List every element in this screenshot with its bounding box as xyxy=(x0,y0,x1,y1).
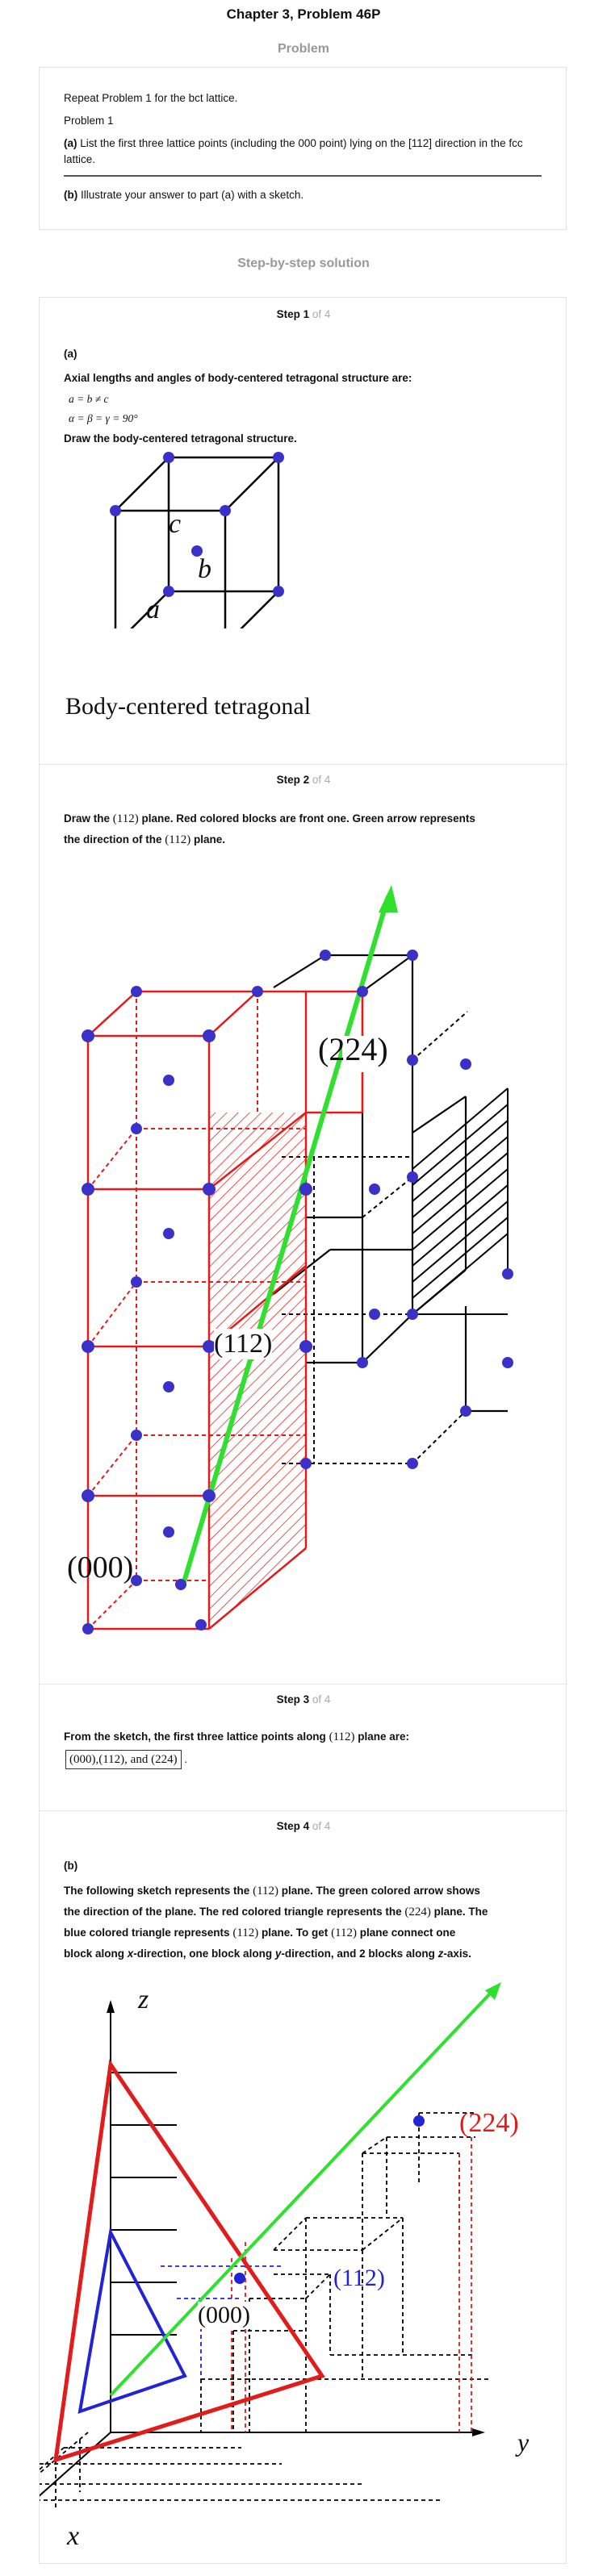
label-000: (000) xyxy=(67,1551,134,1584)
step1-part: (a) xyxy=(64,348,77,360)
page-title: Chapter 3, Problem 46P xyxy=(226,6,381,22)
label-000-origin: (000) xyxy=(198,2302,250,2329)
part-b-tag: (b) xyxy=(64,189,78,201)
step3-answer-row: (000),(112), and (224) . xyxy=(65,1750,187,1769)
step1-eq2: α = β = γ = 90° xyxy=(69,412,138,424)
divider-2 xyxy=(40,1684,567,1685)
s4-l3-plane: (112) xyxy=(232,1927,259,1939)
plane-112-block-figure xyxy=(82,885,513,1635)
step4-line4: block along x-direction, one block along… xyxy=(64,1943,471,1964)
step2-t1a: Draw the xyxy=(64,812,111,825)
label-a: a xyxy=(146,595,160,624)
axis-label-x: x xyxy=(67,2521,80,2551)
part-a-text: List the first three lattice points (inc… xyxy=(64,137,523,165)
s4-l2a: the direction of the plane. The red colo… xyxy=(64,1906,402,1918)
problem-section-label: Problem xyxy=(277,42,329,56)
problem-separator xyxy=(64,175,542,177)
s4-l3c: plane connect one xyxy=(359,1927,456,1939)
step4-line2: the direction of the plane. The red colo… xyxy=(64,1902,488,1923)
step4-of: of 4 xyxy=(312,1820,331,1832)
problem-line2: Problem 1 xyxy=(64,115,114,127)
step1-heading: Step 1 of 4 xyxy=(40,308,567,320)
label-b: b xyxy=(198,554,211,584)
step3-heading: Step 3 of 4 xyxy=(40,1693,567,1706)
label-112: (112) xyxy=(214,1329,273,1359)
problem-card: Repeat Problem 1 for the bct lattice. Pr… xyxy=(39,67,567,230)
divider-3 xyxy=(40,1810,567,1811)
step2-heading: Step 2 of 4 xyxy=(40,774,567,786)
step3-text: From the sketch, the first three lattice… xyxy=(64,1729,409,1745)
step2-t2b: plane. xyxy=(193,833,225,845)
label-224: (224) xyxy=(318,1031,388,1067)
step4-part: (b) xyxy=(64,1860,78,1872)
step3-answer: (000),(112), and (224) xyxy=(65,1750,182,1769)
label-224-red: (224) xyxy=(459,2108,519,2138)
step2-t1-plane: (112) xyxy=(112,812,139,825)
bct-unit-cell-figure xyxy=(110,452,284,628)
step1-of: of 4 xyxy=(312,308,331,320)
step1-axial-text: Axial lengths and angles of body-centere… xyxy=(64,372,412,384)
s4-l3b: plane. To get xyxy=(262,1927,329,1939)
step3-plane: (112) xyxy=(329,1731,355,1743)
s4-l2b: plane. The xyxy=(433,1906,488,1918)
label-c: c xyxy=(169,509,182,539)
s4-l4y: y xyxy=(274,1948,282,1960)
s4-l4z: z xyxy=(437,1948,444,1960)
step3-of: of 4 xyxy=(312,1693,331,1706)
step2-of: of 4 xyxy=(312,774,331,786)
divider-1 xyxy=(40,764,567,765)
part-b-text: Illustrate your answer to part (a) with … xyxy=(81,189,304,201)
label-112-blue: (112) xyxy=(333,2265,385,2291)
s4-l3a: blue colored triangle represents xyxy=(64,1927,230,1939)
bct-caption: Body-centered tetragonal xyxy=(65,693,312,720)
step2-title: Step 2 xyxy=(276,774,310,786)
step2-t2a: the direction of the xyxy=(64,833,162,845)
step2-t2-plane: (112) xyxy=(165,833,191,846)
solution-section-label: Step-by-step solution xyxy=(237,257,370,270)
step2-text-line2: the direction of the (112) plane. xyxy=(64,832,225,848)
step4-line1: The following sketch represents the (112… xyxy=(64,1881,480,1902)
s4-l1-plane: (112) xyxy=(253,1885,279,1898)
axis-label-y: y xyxy=(517,2428,530,2457)
s4-l1a: The following sketch represents the xyxy=(64,1885,250,1897)
step3-title: Step 3 xyxy=(276,1693,310,1706)
step2-text-line1: Draw the (112) plane. Red colored blocks… xyxy=(64,811,475,827)
step3-tail: . xyxy=(184,1753,188,1765)
s4-l1b: plane. The green colored arrow shows xyxy=(281,1885,480,1897)
s4-l4d: -axis. xyxy=(443,1948,471,1960)
s4-l2-plane: (224) xyxy=(404,1906,431,1918)
s4-l4c: -direction, and 2 blocks along xyxy=(281,1948,435,1960)
problem-part-b: (b) Illustrate your answer to part (a) w… xyxy=(64,187,304,203)
step1-eq1: a = b ≠ c xyxy=(69,393,109,405)
step4-heading: Step 4 of 4 xyxy=(40,1820,567,1832)
part-a-tag: (a) xyxy=(64,137,77,149)
step3-tb: plane are: xyxy=(358,1731,410,1743)
step1-title: Step 1 xyxy=(276,308,310,320)
axis-label-z: z xyxy=(138,1985,149,2014)
step1-draw-text: Draw the body-centered tetragonal struct… xyxy=(64,432,297,445)
s4-l4x: x xyxy=(127,1948,134,1960)
step2-t1b: plane. Red colored blocks are front one.… xyxy=(141,812,475,825)
s4-l4a: block along xyxy=(64,1948,125,1960)
solution-card: Step 1 of 4 (a) Axial lengths and angles… xyxy=(39,297,567,2564)
s4-l3-plane2: (112) xyxy=(331,1927,357,1939)
s4-l4b: -direction, one block along xyxy=(133,1948,273,1960)
step4-line3: blue colored triangle represents (112) p… xyxy=(64,1923,455,1943)
problem-part-a: (a) List the first three lattice points … xyxy=(64,136,548,168)
plane-sketch-3d-figure xyxy=(40,1982,501,2508)
problem-line1: Repeat Problem 1 for the bct lattice. xyxy=(64,92,238,104)
step4-title: Step 4 xyxy=(276,1820,310,1832)
step3-ta: From the sketch, the first three lattice… xyxy=(64,1731,326,1743)
